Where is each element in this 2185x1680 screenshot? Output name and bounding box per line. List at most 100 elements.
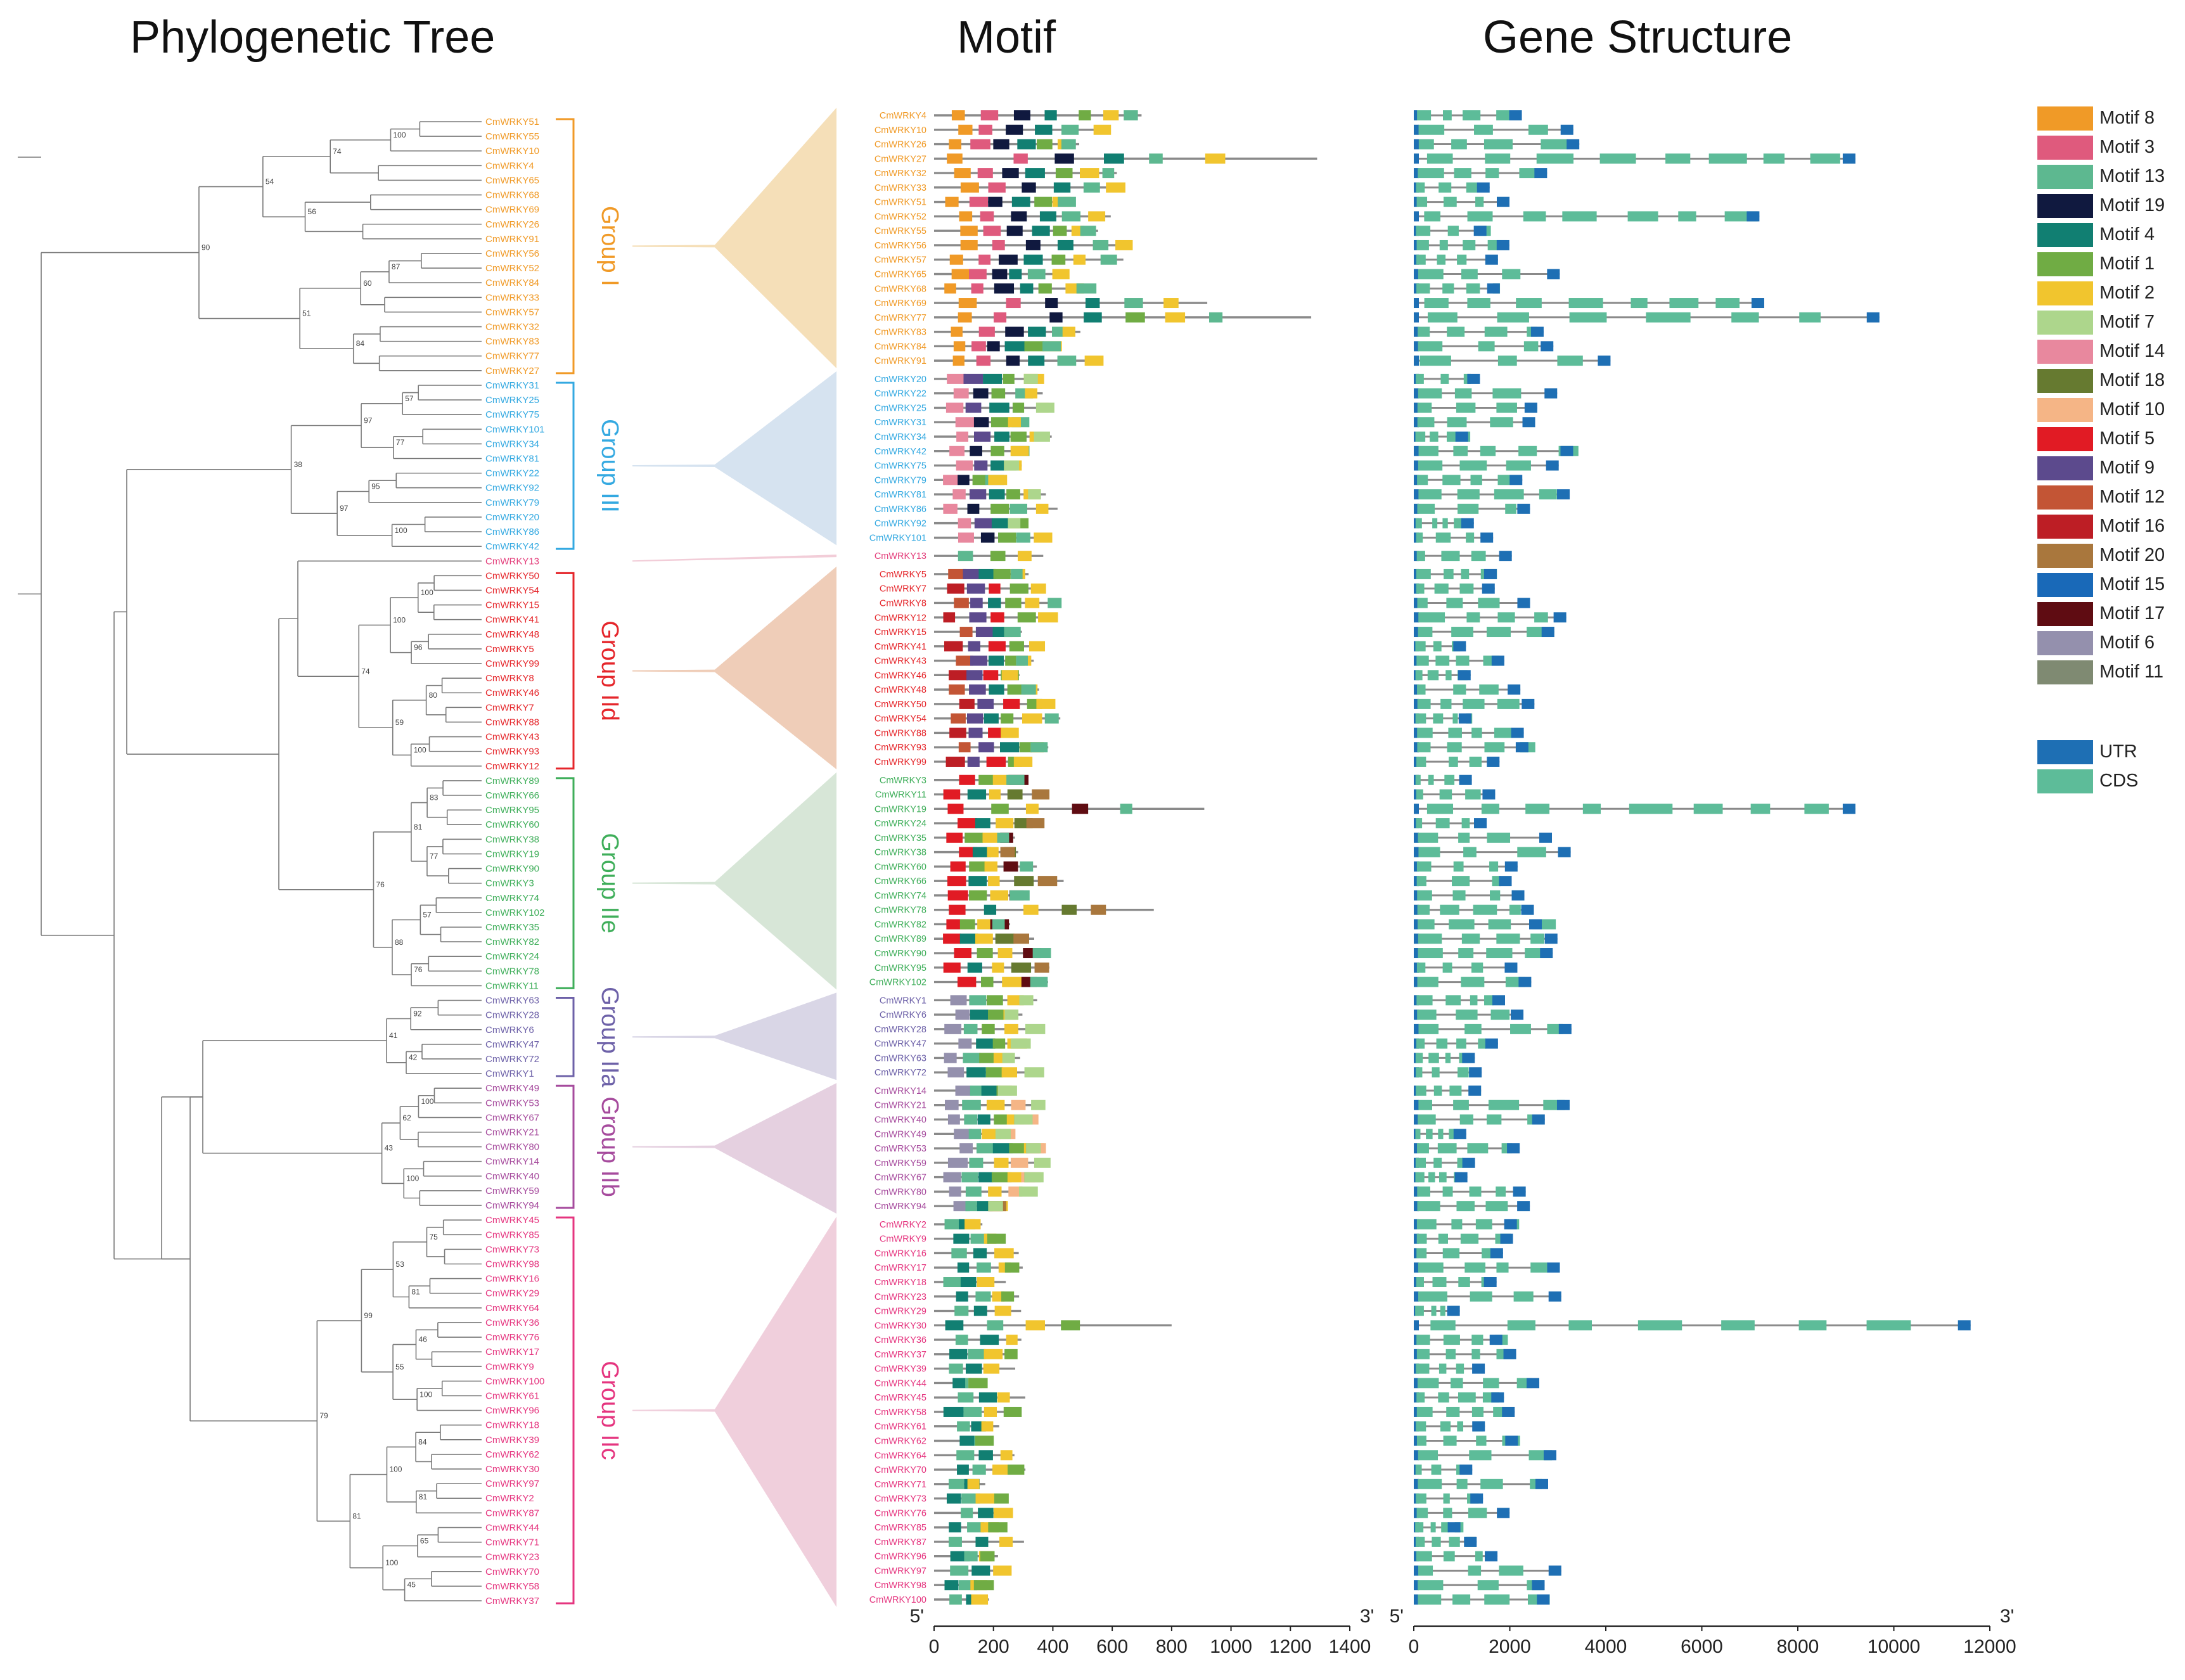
tree-leaf-label: CmWRKY43 [485, 732, 539, 743]
utr-block [1521, 904, 1534, 915]
motif-block [945, 756, 965, 767]
motif-block [966, 583, 985, 594]
tree-leaf-label: CmWRKY57 [485, 307, 539, 317]
motif-block [1044, 110, 1057, 120]
motif-block [1061, 211, 1081, 222]
motif-block [1076, 283, 1097, 294]
utr-block [1489, 1335, 1503, 1345]
utr-block [1541, 341, 1554, 352]
legend-label: Motif 17 [2099, 603, 2165, 624]
motif-row-label: CmWRKY89 [875, 934, 926, 944]
axis-tick-label: 600 [1096, 1636, 1128, 1657]
cds-block [1416, 1349, 1430, 1359]
utr-block [1414, 460, 1419, 471]
cds-block [1418, 326, 1430, 337]
motif-block [1004, 341, 1025, 352]
cds-block [1451, 139, 1467, 150]
motif-row-label: CmWRKY51 [875, 198, 926, 208]
utr-block [1499, 551, 1512, 561]
legend-label: Motif 2 [2099, 283, 2155, 303]
motif-block [989, 402, 1009, 413]
cds-block [1424, 211, 1441, 222]
motif-block [984, 904, 997, 915]
cds-block [1448, 728, 1462, 738]
tree-leaf-label: CmWRKY94 [485, 1200, 539, 1211]
legend-label: Motif 13 [2099, 166, 2165, 186]
cds-block [1497, 356, 1517, 366]
tree-leaf-label: CmWRKY65 [485, 175, 539, 186]
motif-block [1035, 503, 1049, 514]
legend-item: Motif 2 [2037, 281, 2177, 307]
utr-block [1496, 196, 1509, 207]
motif-row-label: CmWRKY1 [880, 996, 926, 1006]
motif-block [1010, 1157, 1028, 1168]
motif-block [971, 1565, 990, 1576]
motif-block [947, 890, 968, 901]
cds-block [1452, 1594, 1471, 1605]
motif-block [1035, 124, 1053, 135]
motif-row-label: CmWRKY23 [875, 1292, 926, 1302]
axis-tick-label: 1200 [1269, 1636, 1312, 1657]
cds-block [1463, 110, 1481, 120]
tree-leaf-label: CmWRKY95 [485, 805, 539, 816]
cds-block [1433, 641, 1442, 651]
cds-block [1419, 356, 1451, 366]
motif-block [995, 1129, 1011, 1139]
legend-item: Motif 7 [2037, 311, 2177, 336]
motif-row-label: CmWRKY55 [875, 226, 926, 236]
utr-block [1414, 1291, 1419, 1302]
utr-block [1540, 948, 1553, 959]
motif-block [1079, 110, 1091, 120]
cds-block [1449, 1536, 1460, 1547]
tree-leaf-label: CmWRKY97 [485, 1478, 539, 1489]
motif-row-label: CmWRKY26 [875, 140, 926, 150]
motif-block [963, 373, 984, 384]
utr-block [1496, 240, 1509, 250]
cds-block [1416, 1038, 1425, 1049]
axis-start-label: 5' [910, 1606, 924, 1627]
motif-block [998, 532, 1016, 543]
axis-tick-label: 200 [978, 1636, 1009, 1657]
motif-block [981, 1421, 994, 1432]
tree-leaf-label: CmWRKY34 [485, 439, 539, 449]
group-label: Group IIc [596, 1361, 623, 1459]
cds-block [1443, 110, 1452, 120]
tree-leaf-label: CmWRKY54 [485, 585, 539, 596]
motif-block [991, 388, 1006, 399]
group-band [632, 992, 836, 1080]
motif-block [968, 876, 987, 887]
group-band [632, 566, 836, 769]
cds-block [1479, 684, 1499, 695]
motif-block [994, 431, 1009, 442]
group-band [632, 371, 836, 546]
tree-leaf-label: CmWRKY27 [485, 366, 539, 376]
cds-block [1417, 475, 1428, 485]
motif-block [946, 832, 963, 843]
motif-block [983, 1363, 1000, 1374]
motif-block [956, 431, 969, 442]
cds-block [1445, 1349, 1456, 1359]
motif-block [947, 583, 964, 594]
cds-block [1418, 460, 1443, 471]
axis-tick-label: 1000 [1210, 1636, 1252, 1657]
cds-block [1416, 962, 1426, 973]
motif-block [958, 742, 971, 753]
motif-row-label: CmWRKY22 [875, 389, 926, 399]
tree-leaf-label: CmWRKY84 [485, 278, 539, 288]
motif-row-label: CmWRKY7 [880, 584, 926, 594]
motif-block [979, 1053, 994, 1063]
cds-block [1447, 226, 1459, 236]
motif-block [1034, 431, 1050, 442]
legend-item: UTR [2037, 740, 2177, 766]
motif-block [994, 1248, 1014, 1259]
cds-block [1454, 168, 1471, 179]
cds-block [1438, 1129, 1444, 1139]
motif-block [967, 962, 982, 973]
group-bracket [556, 1084, 575, 1209]
utr-block [1414, 919, 1419, 930]
group-connector-bands [632, 108, 836, 1607]
motif-block [1008, 417, 1021, 428]
motif-block [959, 211, 973, 222]
motif-block [962, 1100, 981, 1110]
cds-block [1731, 312, 1759, 323]
